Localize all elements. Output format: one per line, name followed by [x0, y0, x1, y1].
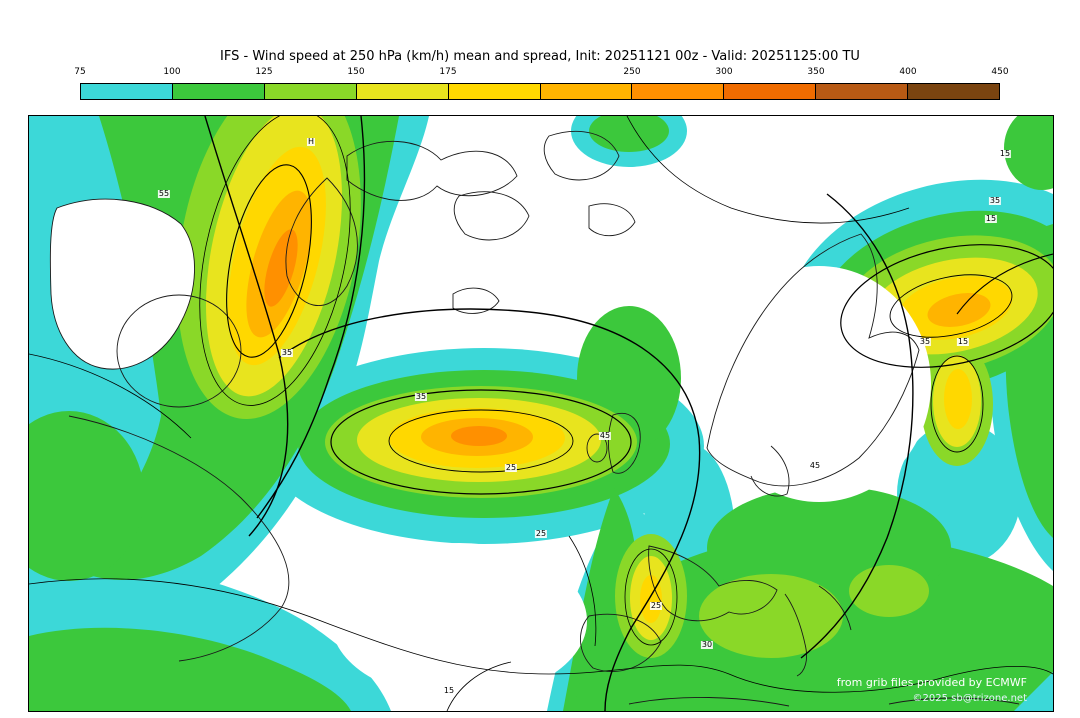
- colorbar-tick-label: 350: [807, 67, 825, 77]
- attribution-text: from grib files provided by ECMWF: [836, 676, 1027, 689]
- colorbar-tick-label: 125: [255, 67, 273, 77]
- colorbar-segment: [908, 84, 1000, 99]
- colorbar-tick-label: 150: [347, 67, 365, 77]
- colorbar-segment: [81, 84, 173, 99]
- contour-lines-layer: [29, 116, 1053, 711]
- colorbar-segment: [816, 84, 909, 99]
- colorbar-ticks: 75 100 125 150 175 250 300 350 400 450: [74, 67, 1008, 79]
- wind-fill-layer: [29, 116, 1053, 711]
- colorbar-tick-label: 175: [439, 67, 457, 77]
- colorbar: [80, 83, 1000, 100]
- colorbar-segment: [632, 84, 725, 99]
- colorbar-tick-label: 250: [623, 67, 641, 77]
- colorbar-segment: [264, 84, 357, 99]
- colorbar-segment: [724, 84, 817, 99]
- colorbar-tick-label: 400: [899, 67, 917, 77]
- map-artwork: [29, 116, 1053, 711]
- colorbar-segment: [356, 84, 449, 99]
- coastlines-layer: [49, 130, 1020, 707]
- colorbar-segment: [540, 84, 633, 99]
- colorbar-tick-label: 300: [715, 67, 733, 77]
- colorbar-tick-label: 75: [74, 67, 86, 77]
- chart-title: IFS - Wind speed at 250 hPa (km/h) mean …: [220, 49, 860, 64]
- map-frame: H 55 35 35 45 25 25 25 15 30 15 35 15 35 15 45 from gri…: [28, 115, 1054, 712]
- copyright-text: ©2025 sb@trizone.net: [912, 693, 1027, 704]
- colorbar-segment: [172, 84, 265, 99]
- colorbar-segment: [448, 84, 541, 99]
- colorbar-tick-label: 450: [991, 67, 1009, 77]
- colorbar-tick-label: 100: [163, 67, 181, 77]
